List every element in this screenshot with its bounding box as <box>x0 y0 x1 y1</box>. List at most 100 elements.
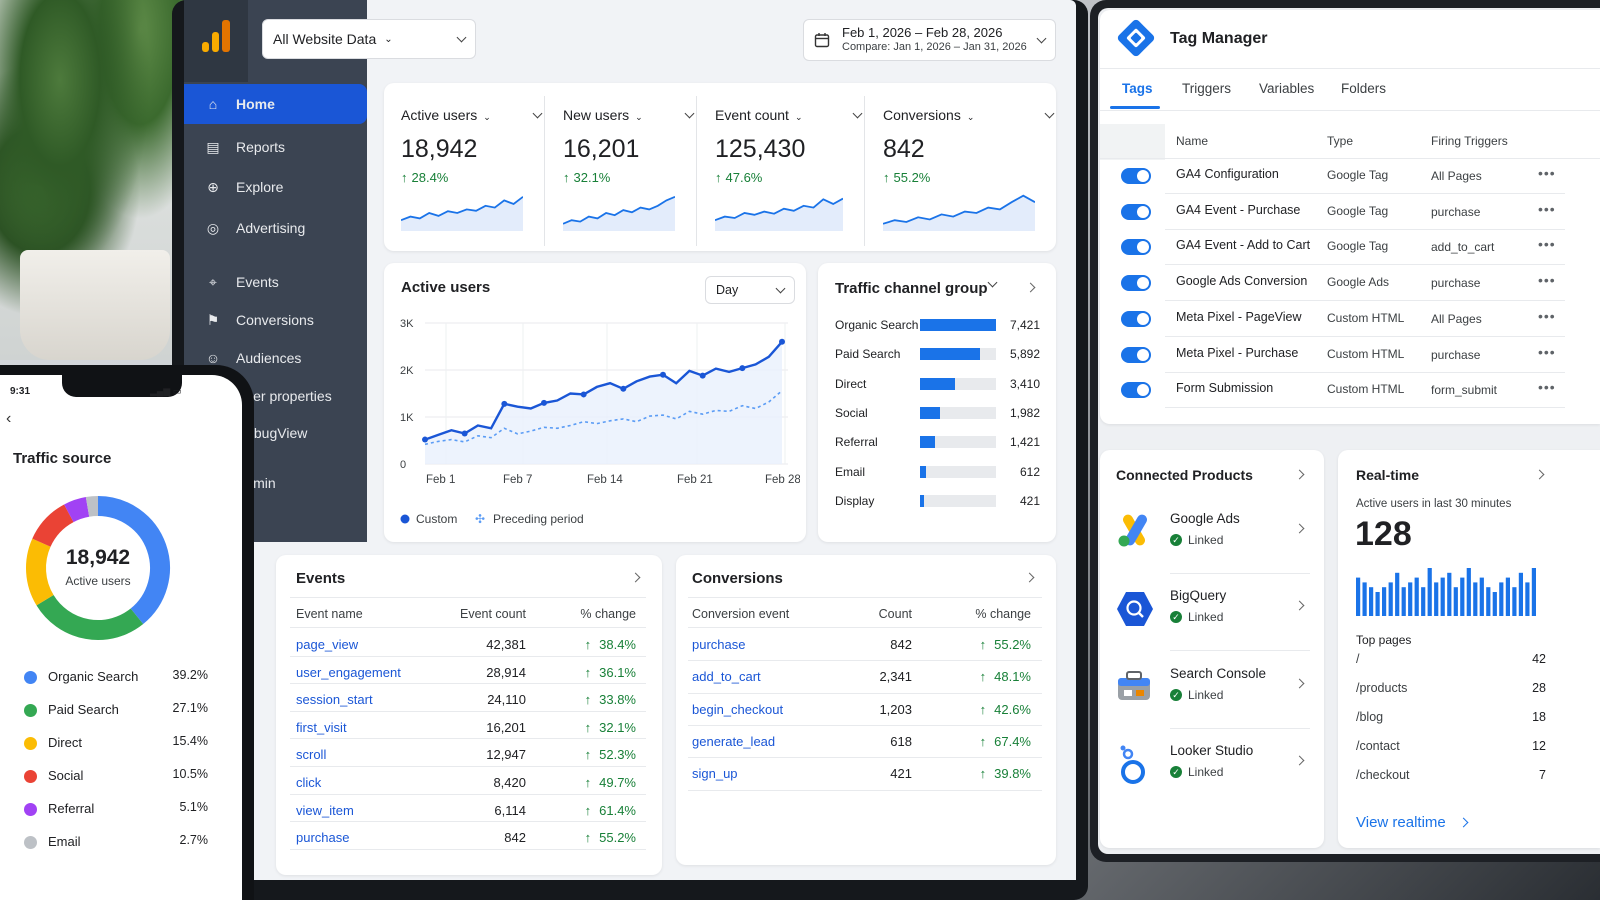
row-change-value: 55.2% <box>599 830 636 846</box>
tag-enabled-toggle[interactable] <box>1121 346 1151 363</box>
tag-name[interactable]: Meta Pixel - Purchase <box>1176 345 1299 360</box>
custom-point <box>660 371 666 378</box>
chevron-down-icon[interactable] <box>852 108 863 118</box>
tag-enabled-toggle[interactable] <box>1121 239 1151 256</box>
row-change: ↑ 48.1% <box>950 669 1031 684</box>
more-options-icon[interactable]: ••• <box>1538 379 1556 396</box>
product-status-text: Linked <box>1188 533 1224 547</box>
more-options-icon[interactable]: ••• <box>1538 343 1556 360</box>
more-options-icon[interactable]: ••• <box>1538 200 1556 217</box>
row-link[interactable]: sign_up <box>692 766 738 782</box>
source-pct: 39.2% <box>172 668 208 682</box>
top-page-path[interactable]: /products <box>1356 681 1408 695</box>
chevron-down-icon[interactable] <box>532 108 543 118</box>
top-page-path[interactable]: /blog <box>1356 710 1384 724</box>
kpi-new-users[interactable]: New users ⌄ 16,201 ↑ 32.1% <box>563 96 697 246</box>
connected-product-google-ads[interactable]: Google Ads ✓ Linked <box>1116 511 1314 571</box>
kpi-event-count[interactable]: Event count ⌄ 125,430 ↑ 47.6% <box>715 96 865 246</box>
tag-enabled-toggle[interactable] <box>1121 275 1151 292</box>
sidebar-item-events[interactable]: ⌖ Events <box>184 262 367 302</box>
tab-tags[interactable]: Tags <box>1122 81 1153 96</box>
donut-slice <box>36 594 144 640</box>
more-options-icon[interactable]: ••• <box>1538 165 1556 181</box>
tag-enabled-toggle[interactable] <box>1121 310 1151 327</box>
source-pct: 2.7% <box>179 833 209 847</box>
connected-product-looker-studio[interactable]: Looker Studio ✓ Linked <box>1116 743 1314 803</box>
custom-point <box>699 372 706 379</box>
tag-name[interactable]: GA4 Configuration <box>1176 167 1279 181</box>
product-icon-wrap <box>1116 590 1154 633</box>
product-status: ✓ Linked <box>1170 765 1223 779</box>
arrow-up-icon: ↑ <box>979 669 987 685</box>
header-spacer <box>1100 124 1165 160</box>
row-link[interactable]: first_visit <box>296 719 347 735</box>
tag-enabled-toggle[interactable] <box>1121 168 1151 184</box>
tag-enabled-toggle[interactable] <box>1121 203 1151 220</box>
tag-enabled-toggle[interactable] <box>1121 382 1151 399</box>
row-link[interactable]: purchase <box>692 637 746 652</box>
row-change-value: 38.4% <box>599 637 636 652</box>
sidebar-item-label: Advertising <box>236 220 306 236</box>
realtime-title: Real-time <box>1356 467 1420 483</box>
sidebar-item-reports[interactable]: ▤ Reports <box>184 127 367 167</box>
chevron-down-icon[interactable] <box>1044 108 1055 118</box>
realtime-bar <box>1421 587 1426 616</box>
arrow-up-icon: ↑ <box>979 733 987 749</box>
kpi-change-value: 47.6% <box>725 170 763 185</box>
tag-name[interactable]: GA4 Event - Add to Cart <box>1176 238 1311 253</box>
kpi-conversions[interactable]: Conversions ⌄ 842 ↑ 55.2% <box>883 96 1057 246</box>
more-options-icon[interactable]: ••• <box>1538 307 1556 324</box>
row-count: 842 <box>890 637 912 652</box>
tag-name[interactable]: Meta Pixel - PageView <box>1176 309 1302 324</box>
row-link[interactable]: purchase <box>296 830 350 846</box>
row-change: ↑ 33.8% <box>560 692 636 707</box>
view-realtime-link[interactable]: View realtime <box>1356 814 1469 831</box>
sidebar-item-conversions[interactable]: ⚑ Conversions <box>184 300 367 340</box>
row-change: ↑ 39.8% <box>950 766 1031 781</box>
row-link[interactable]: add_to_cart <box>692 669 761 685</box>
connected-product-bigquery[interactable]: BigQuery ✓ Linked <box>1116 588 1314 648</box>
tab-folders[interactable]: Folders <box>1341 81 1387 96</box>
row-link[interactable]: session_start <box>296 692 373 708</box>
more-options-icon[interactable]: ••• <box>1538 236 1556 253</box>
date-range-picker[interactable]: Feb 1, 2026 – Feb 28, 2026 Compare: Jan … <box>803 19 1056 61</box>
row-link[interactable]: click <box>296 775 322 790</box>
tab-triggers[interactable]: Triggers <box>1182 81 1232 96</box>
channel-bar <box>920 377 955 390</box>
tag-name[interactable]: GA4 Event - Purchase <box>1176 202 1301 217</box>
chevron-down-icon[interactable] <box>684 108 695 118</box>
row-link[interactable]: begin_checkout <box>692 701 784 717</box>
top-page-path[interactable]: /contact <box>1356 739 1400 753</box>
top-page-path[interactable]: / <box>1356 652 1360 666</box>
row-link[interactable]: scroll <box>296 747 327 763</box>
tag-name[interactable]: Google Ads Conversion <box>1176 274 1308 289</box>
row-link[interactable]: view_item <box>296 802 354 818</box>
channel-name: Referral <box>835 435 878 450</box>
kpi-change: ↑ 32.1% <box>563 170 697 185</box>
granularity-select[interactable]: Day <box>705 276 795 304</box>
sidebar-item-advertising[interactable]: ◎ Advertising <box>184 208 367 248</box>
ga-logo[interactable] <box>184 0 248 82</box>
row-link[interactable]: page_view <box>296 637 359 652</box>
channel-bar <box>920 319 996 331</box>
custom-point <box>501 400 508 407</box>
connected-product-search-console[interactable]: Search Console ✓ Linked <box>1116 666 1314 726</box>
y-tick-label: 0 <box>400 459 406 471</box>
x-tick-label: Feb 1 <box>426 474 455 486</box>
tag-name[interactable]: Form Submission <box>1176 381 1274 396</box>
tag-manager-title: Tag Manager <box>1170 30 1268 47</box>
more-options-icon[interactable]: ••• <box>1538 272 1556 289</box>
sidebar-item-home[interactable]: ⌂ Home <box>184 84 367 124</box>
conversions-card <box>676 555 1056 865</box>
sidebar-item-audiences[interactable]: ☺ Audiences <box>184 338 367 378</box>
property-selector[interactable]: All Website Data ⌄ <box>262 19 476 59</box>
row-link[interactable]: user_engagement <box>296 664 401 680</box>
back-arrow-icon[interactable]: ‹ <box>6 410 12 427</box>
pin-icon: ⌖ <box>209 273 217 290</box>
row-link[interactable]: generate_lead <box>692 733 776 749</box>
tab-variables[interactable]: Variables <box>1259 81 1315 96</box>
sidebar-item-explore[interactable]: ⊕ Explore <box>184 167 367 207</box>
kpi-change-value: 55.2% <box>893 170 931 185</box>
top-page-path[interactable]: /checkout <box>1356 768 1410 782</box>
kpi-active-users[interactable]: Active users ⌄ 18,942 ↑ 28.4% <box>401 96 545 246</box>
